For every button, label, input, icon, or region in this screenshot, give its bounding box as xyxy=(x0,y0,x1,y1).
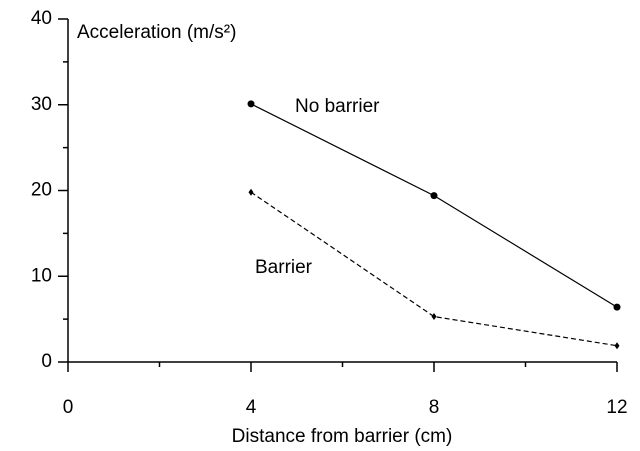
series-label: No barrier xyxy=(295,96,380,117)
series-line xyxy=(250,191,618,347)
y-tick-label: 10 xyxy=(31,265,52,286)
marker xyxy=(613,303,621,311)
marker xyxy=(248,188,254,196)
y-axis-title: Acceleration (m/s²) xyxy=(77,22,236,43)
x-tick-label: 8 xyxy=(429,397,440,418)
x-tick-label: 0 xyxy=(63,397,74,418)
y-tick-label: 30 xyxy=(31,94,52,115)
series-label: Barrier xyxy=(255,257,313,278)
marker xyxy=(431,313,437,321)
marker xyxy=(430,192,438,200)
marker xyxy=(247,100,255,108)
y-tick-label: 0 xyxy=(41,351,52,372)
x-tick-label: 4 xyxy=(246,397,257,418)
y-tick-label: 40 xyxy=(31,8,52,29)
y-tick-label: 20 xyxy=(31,180,52,201)
x-tick-label: 12 xyxy=(606,397,627,418)
marker xyxy=(614,342,620,350)
x-axis-title: Distance from barrier (cm) xyxy=(232,426,453,447)
